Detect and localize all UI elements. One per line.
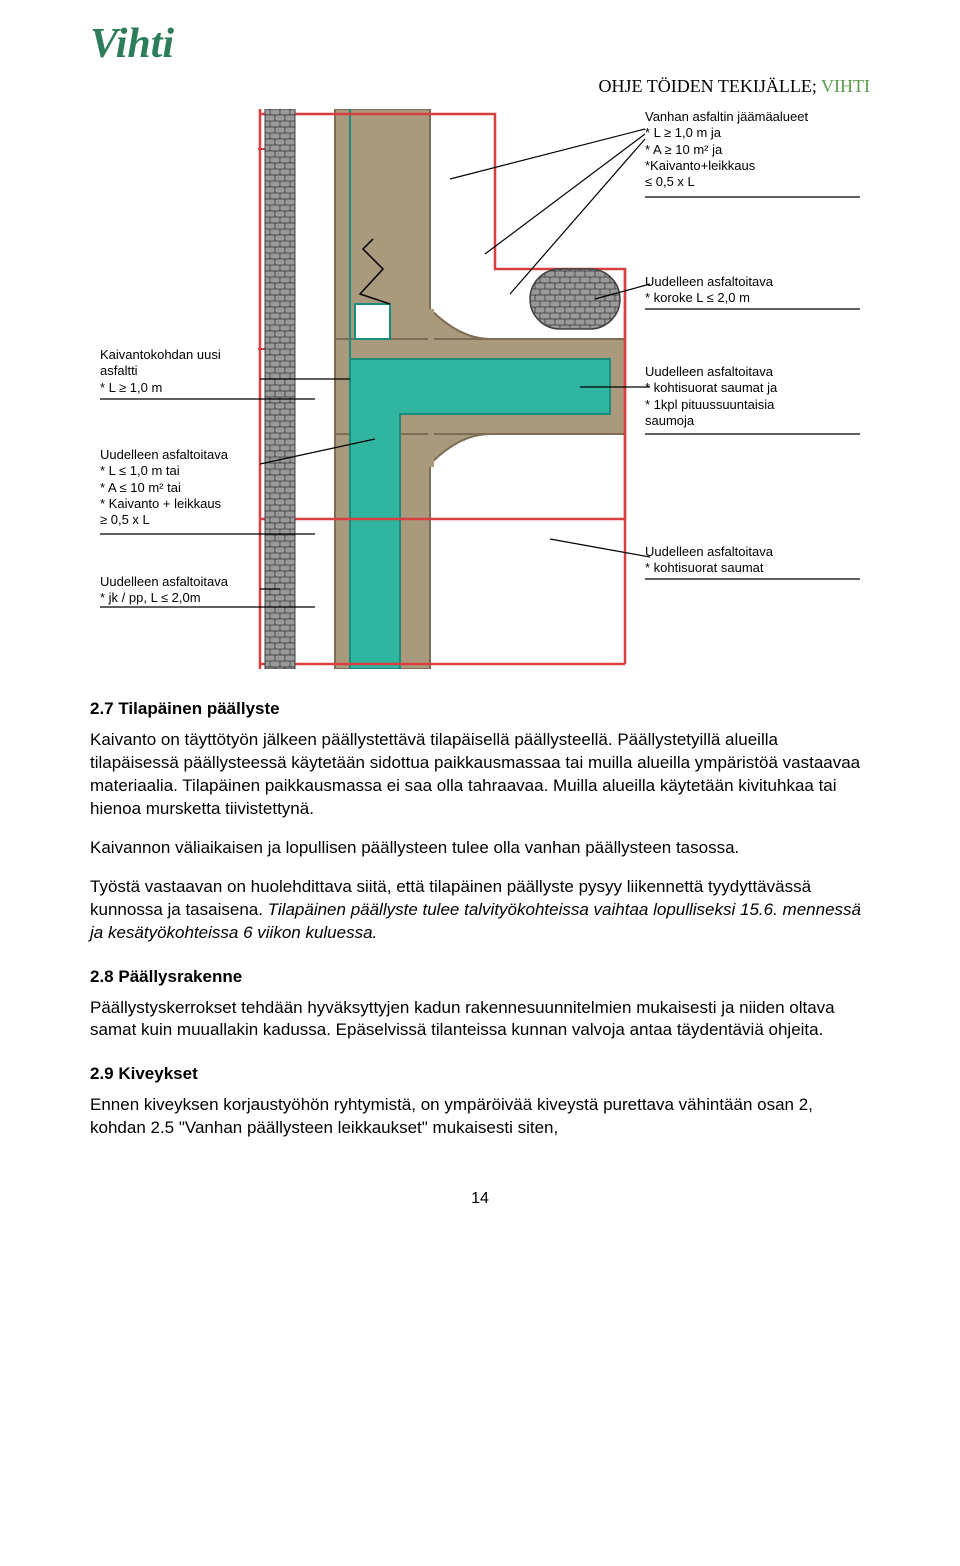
label-line: * koroke L ≤ 2,0 m bbox=[645, 290, 865, 306]
logo-row: Vihti bbox=[90, 20, 870, 68]
label-line: * L ≥ 1,0 m ja bbox=[645, 125, 865, 141]
label-line: * A ≥ 10 m² ja bbox=[645, 142, 865, 158]
section-2-7-title: 2.7 Tilapäinen päällyste bbox=[90, 699, 870, 719]
paragraph-1: Kaivanto on täyttötyön jälkeen päällyste… bbox=[90, 729, 870, 821]
label-kaivantokohdan: Kaivantokohdan uusi asfaltti * L ≥ 1,0 m bbox=[100, 347, 310, 396]
label-line: saumoja bbox=[645, 413, 865, 429]
label-line: Uudelleen asfaltoitava bbox=[100, 447, 310, 463]
header-text-right: VIHTI bbox=[821, 76, 870, 96]
label-line: Uudelleen asfaltoitava bbox=[645, 544, 865, 560]
label-line: * kohtisuorat saumat ja bbox=[645, 380, 865, 396]
label-line: * kohtisuorat saumat bbox=[645, 560, 865, 576]
section-2-9-title: 2.9 Kiveykset bbox=[90, 1064, 870, 1084]
paragraph-4: Päällystyskerrokset tehdään hyväksyttyje… bbox=[90, 997, 870, 1043]
label-line: * L ≥ 1,0 m bbox=[100, 380, 310, 396]
header-text-left: OHJE TÖIDEN TEKIJÄLLE; bbox=[599, 76, 821, 96]
label-kohtisuorat: Uudelleen asfaltoitava * kohtisuorat sau… bbox=[645, 544, 865, 577]
paragraph-5: Ennen kiveyksen korjaustyöhön ryhtymistä… bbox=[90, 1094, 870, 1140]
label-line: ≤ 0,5 x L bbox=[645, 174, 865, 190]
label-line: ≥ 0,5 x L bbox=[100, 512, 310, 528]
label-line: asfaltti bbox=[100, 363, 310, 379]
page-header: OHJE TÖIDEN TEKIJÄLLE; VIHTI bbox=[90, 76, 870, 97]
label-koroke: Uudelleen asfaltoitava * koroke L ≤ 2,0 … bbox=[645, 274, 865, 307]
paragraph-2: Kaivannon väliaikaisen ja lopullisen pää… bbox=[90, 837, 870, 860]
page-number: 14 bbox=[90, 1190, 870, 1208]
label-line: Uudelleen asfaltoitava bbox=[100, 574, 310, 590]
logo: Vihti bbox=[90, 21, 174, 67]
label-uudelleen-left-mid: Uudelleen asfaltoitava * L ≤ 1,0 m tai *… bbox=[100, 447, 310, 528]
label-line: Uudelleen asfaltoitava bbox=[645, 364, 865, 380]
label-line: Uudelleen asfaltoitava bbox=[645, 274, 865, 290]
label-vanhan-asfaltin: Vanhan asfaltin jäämäalueet * L ≥ 1,0 m … bbox=[645, 109, 865, 190]
label-line: *Kaivanto+leikkaus bbox=[645, 158, 865, 174]
section-2-8-title: 2.8 Päällysrakenne bbox=[90, 967, 870, 987]
label-line: * A ≤ 10 m² tai bbox=[100, 480, 310, 496]
label-line: Vanhan asfaltin jäämäalueet bbox=[645, 109, 865, 125]
paragraph-3: Työstä vastaavan on huolehdittava siitä,… bbox=[90, 876, 870, 945]
label-jk-pp: Uudelleen asfaltoitava * jk / pp, L ≤ 2,… bbox=[100, 574, 310, 607]
label-kohtisuorat-pituus: Uudelleen asfaltoitava * kohtisuorat sau… bbox=[645, 364, 865, 429]
label-line: Kaivantokohdan uusi bbox=[100, 347, 310, 363]
asphalt-diagram: Vanhan asfaltin jäämäalueet * L ≥ 1,0 m … bbox=[90, 109, 870, 669]
label-line: * Kaivanto + leikkaus bbox=[100, 496, 310, 512]
label-line: * L ≤ 1,0 m tai bbox=[100, 463, 310, 479]
label-line: * jk / pp, L ≤ 2,0m bbox=[100, 590, 310, 606]
label-line: * 1kpl pituussuuntaisia bbox=[645, 397, 865, 413]
